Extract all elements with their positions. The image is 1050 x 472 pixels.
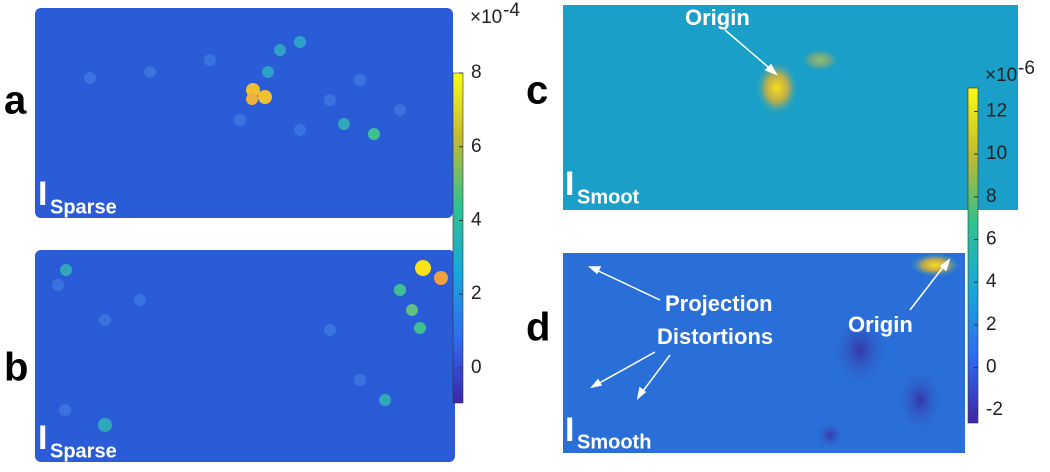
annotation: Distortions — [657, 324, 773, 349]
tick-label: -2 — [986, 399, 1003, 420]
image-label: I — [565, 165, 574, 203]
colorbar — [967, 87, 979, 424]
tick-label: 8 — [986, 186, 997, 207]
panel-b — [35, 250, 455, 462]
image-label: I — [565, 411, 574, 449]
annotation: Projection — [665, 291, 773, 316]
tick-label: 8 — [471, 62, 482, 83]
tick-label: 4 — [471, 210, 482, 231]
tick-label: 6 — [471, 136, 482, 157]
blobs — [52, 36, 448, 432]
smooth-features — [755, 48, 960, 450]
panel-letter: b — [4, 346, 28, 390]
tick-label: 2 — [471, 283, 482, 304]
tick-label: 2 — [986, 314, 997, 335]
image-label: I — [38, 175, 47, 213]
colorbar — [452, 72, 464, 404]
panel-a — [35, 8, 453, 218]
image-label: I — [38, 419, 47, 457]
arrows — [587, 29, 951, 400]
tick-label: 0 — [986, 357, 997, 378]
image-subscript: Sparse — [50, 440, 117, 462]
annotation: Origin — [685, 5, 750, 30]
panel-letter: d — [526, 306, 550, 350]
scale-label: ×10 — [470, 7, 502, 28]
scale-exponent: -4 — [503, 0, 520, 21]
annotation: Origin — [848, 312, 913, 337]
image-subscript: Smooth — [577, 431, 651, 453]
tick-label: 6 — [986, 229, 997, 250]
image-subscript: Sparse — [50, 196, 117, 218]
image-subscript: Smoot — [577, 186, 640, 208]
scale-exponent: -6 — [1018, 58, 1035, 79]
panel-letter: a — [4, 79, 27, 123]
panel-letter: c — [526, 69, 548, 113]
tick-label: 12 — [986, 100, 1007, 121]
scale-label: ×10 — [985, 65, 1017, 86]
tick-label: 0 — [471, 357, 482, 378]
tick-label: 4 — [986, 271, 997, 292]
tick-label: 10 — [986, 143, 1007, 164]
